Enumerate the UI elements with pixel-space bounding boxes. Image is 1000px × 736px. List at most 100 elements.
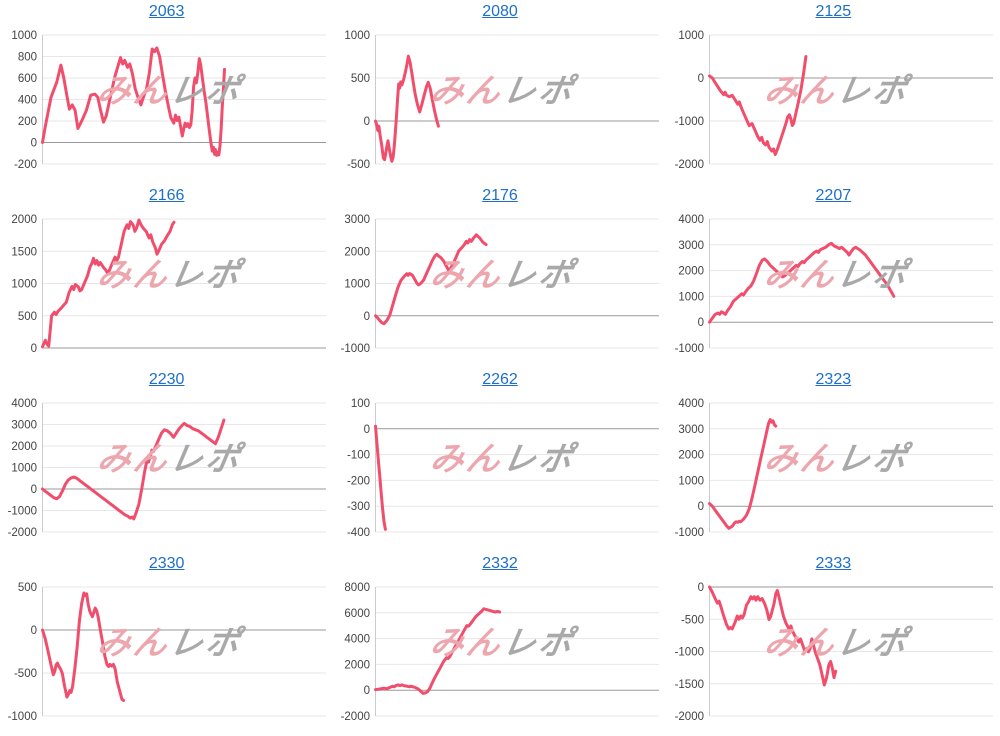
y-axis-tick-label: 0 [31, 625, 37, 637]
y-axis-tick-label: 3000 [678, 424, 704, 436]
chart-cell: 2333 0 -500 -1000 -1500 -2000 みんレポ [667, 552, 1000, 736]
y-axis-tick-label: 2000 [678, 450, 704, 462]
y-axis-tick-label: 3000 [11, 420, 37, 432]
y-axis-tick-label: 500 [351, 73, 370, 85]
y-axis-tick-label: 6000 [345, 608, 371, 620]
chart-cell: 2166 2000 1500 1000 500 0 みんレポ [0, 184, 333, 368]
payout-difference-line [707, 418, 777, 530]
y-axis-tick-label: 0 [364, 311, 370, 323]
y-axis-tick-label: -2000 [8, 527, 37, 539]
y-axis-tick-label: -500 [681, 614, 704, 626]
machine-number-link[interactable]: 2332 [482, 555, 518, 572]
y-axis-tick-label: -500 [347, 159, 370, 171]
slump-graph: 4000 3000 2000 1000 0 -1000 [674, 398, 993, 539]
payout-difference-line [41, 46, 226, 157]
chart-cell: 2176 3000 2000 1000 0 -1000 みんレポ [333, 184, 666, 368]
chart-cell: 2063 1000 800 600 400 200 0 -200 みんレポ [0, 0, 333, 184]
y-axis-tick-label: 8000 [345, 582, 371, 594]
y-axis-tick-label: 0 [364, 685, 370, 697]
y-axis-tick-label: 3000 [678, 240, 704, 252]
y-axis-tick-label: 2000 [11, 441, 37, 453]
machine-number-link[interactable]: 2063 [148, 3, 185, 20]
y-axis-tick-label: -400 [347, 527, 370, 539]
machine-number-link[interactable]: 2176 [482, 187, 518, 204]
chart-cell: 2207 4000 3000 2000 1000 0 -1000 みんレポ [667, 184, 1000, 368]
y-axis-tick-label: 1000 [678, 30, 704, 42]
y-axis-tick-label: -1000 [8, 506, 37, 518]
slump-graph: 2000 1500 1000 500 0 [11, 214, 326, 355]
y-axis-tick-label: -200 [14, 159, 37, 171]
chart-cell: 2332 8000 6000 4000 2000 0 -2000 みんレポ [333, 552, 666, 736]
machine-number-link[interactable]: 2125 [815, 3, 852, 20]
y-axis-tick-label: -1000 [674, 647, 703, 659]
chart-cell: 2230 4000 3000 2000 1000 0 -1000 -2000 みんレポ [0, 368, 333, 552]
payout-difference-line [707, 241, 895, 324]
machine-number-link[interactable]: 2080 [482, 3, 518, 20]
machine-number-link[interactable]: 2323 [815, 371, 852, 388]
payout-difference-line [41, 418, 226, 521]
y-axis-tick-label: -1000 [674, 527, 703, 539]
y-axis-tick-label: 0 [31, 343, 37, 355]
slump-graph: 4000 3000 2000 1000 0 -1000 [674, 214, 993, 355]
machine-number-link[interactable]: 2207 [815, 187, 852, 204]
machine-number-link[interactable]: 2262 [482, 371, 518, 388]
y-axis-tick-label: 2000 [678, 266, 704, 278]
y-axis-tick-label: -300 [347, 501, 370, 513]
y-axis-tick-label: -1500 [674, 679, 703, 691]
slump-graph: 0 -500 -1000 -1500 -2000 [674, 582, 993, 723]
payout-difference-line [374, 607, 502, 695]
y-axis-tick-label: 0 [31, 138, 37, 150]
y-axis-tick-label: 1000 [345, 279, 371, 291]
machine-number-link[interactable]: 2230 [148, 371, 185, 388]
y-axis-tick-label: 1000 [678, 291, 704, 303]
slump-graph: 1000 800 600 400 200 0 -200 [11, 30, 326, 171]
y-axis-tick-label: 2000 [345, 246, 371, 258]
chart-cell: 2330 500 0 -500 -1000 みんレポ [0, 552, 333, 736]
y-axis-tick-label: 4000 [345, 634, 371, 646]
payout-difference-line [41, 591, 126, 702]
y-axis-tick-label: -2000 [341, 711, 370, 723]
y-axis-tick-label: 0 [31, 484, 37, 496]
y-axis-tick-label: 1000 [678, 475, 704, 487]
payout-difference-line [374, 54, 441, 163]
y-axis-tick-label: 0 [697, 73, 703, 85]
y-axis-tick-label: -2000 [674, 159, 703, 171]
y-axis-tick-label: 0 [364, 116, 370, 128]
y-axis-tick-label: 500 [18, 311, 37, 323]
y-axis-tick-label: 1000 [11, 30, 37, 42]
slump-graph: 8000 6000 4000 2000 0 -2000 [341, 582, 660, 723]
y-axis-tick-label: 0 [697, 501, 703, 513]
payout-difference-line [374, 424, 388, 531]
y-axis-tick-label: 1000 [11, 463, 37, 475]
machine-number-link[interactable]: 2330 [148, 555, 185, 572]
chart-cell: 2262 100 0 -100 -200 -300 -400 みんレポ [333, 368, 666, 552]
y-axis-tick-label: -200 [347, 475, 370, 487]
y-axis-tick-label: 1000 [345, 30, 371, 42]
y-axis-tick-label: 3000 [345, 214, 371, 226]
y-axis-tick-label: 1500 [11, 246, 37, 258]
y-axis-tick-label: -2000 [674, 711, 703, 723]
y-axis-tick-label: 4000 [678, 398, 704, 410]
payout-difference-line [707, 585, 837, 687]
y-axis-tick-label: 100 [351, 398, 370, 410]
y-axis-tick-label: -100 [347, 450, 370, 462]
chart-cell: 2080 1000 500 0 -500 みんレポ [333, 0, 666, 184]
y-axis-tick-label: 400 [18, 95, 37, 107]
slump-graph: 1000 500 0 -500 [345, 30, 660, 171]
slump-graph: 500 0 -500 -1000 [8, 582, 326, 723]
slump-graph: 3000 2000 1000 0 -1000 [341, 214, 660, 355]
y-axis-tick-label: 500 [18, 582, 37, 594]
payout-difference-line [707, 55, 808, 156]
chart-cell: 2125 1000 0 -1000 -2000 みんレポ [667, 0, 1000, 184]
machine-number-link[interactable]: 2166 [148, 187, 185, 204]
y-axis-tick-label: -1000 [341, 343, 370, 355]
y-axis-tick-label: 4000 [11, 398, 37, 410]
y-axis-tick-label: 800 [18, 52, 37, 64]
payout-difference-line [41, 218, 176, 349]
y-axis-tick-label: -1000 [674, 343, 703, 355]
machine-number-link[interactable]: 2333 [815, 555, 852, 572]
y-axis-tick-label: 1000 [11, 279, 37, 291]
slump-graph: 4000 3000 2000 1000 0 -1000 -2000 [8, 398, 326, 539]
chart-cell: 2323 4000 3000 2000 1000 0 -1000 みんレポ [667, 368, 1000, 552]
y-axis-tick-label: 4000 [678, 214, 704, 226]
